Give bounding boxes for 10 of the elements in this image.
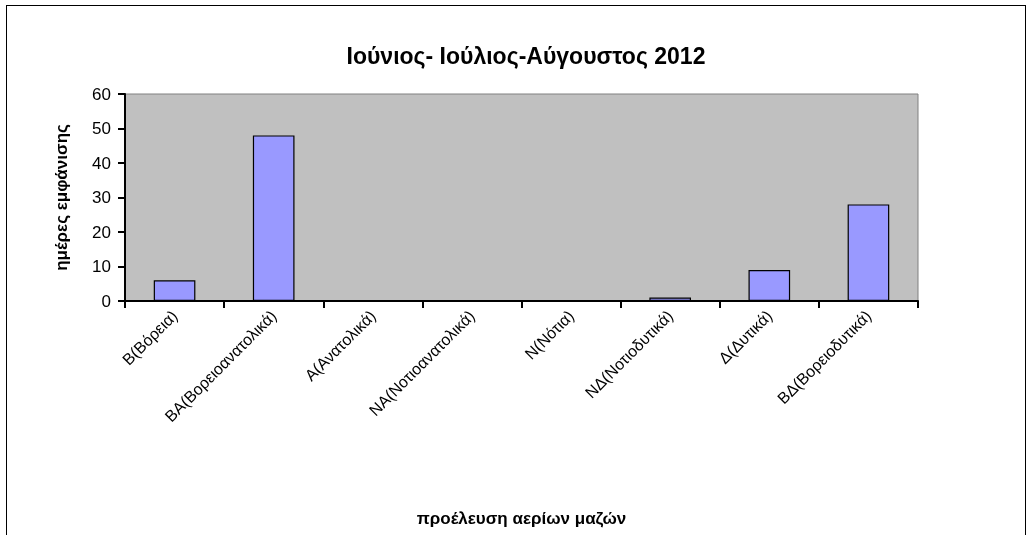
chart-title: Ιούνιος- Ιούλιος-Αύγουστος 2012 xyxy=(346,42,706,69)
x-axis-title: προέλευση αερίων μαζών xyxy=(416,509,627,528)
y-tick-label: 0 xyxy=(101,291,111,311)
y-tick-label: 30 xyxy=(92,188,111,207)
y-axis-title: ημέρες εμφάνισης xyxy=(52,123,71,271)
y-tick-label: 60 xyxy=(92,84,111,104)
y-tick-label: 50 xyxy=(92,119,111,138)
y-tick-label: 10 xyxy=(92,257,111,276)
y-tick-label: 20 xyxy=(92,222,111,242)
y-tick-label: 40 xyxy=(92,153,111,173)
